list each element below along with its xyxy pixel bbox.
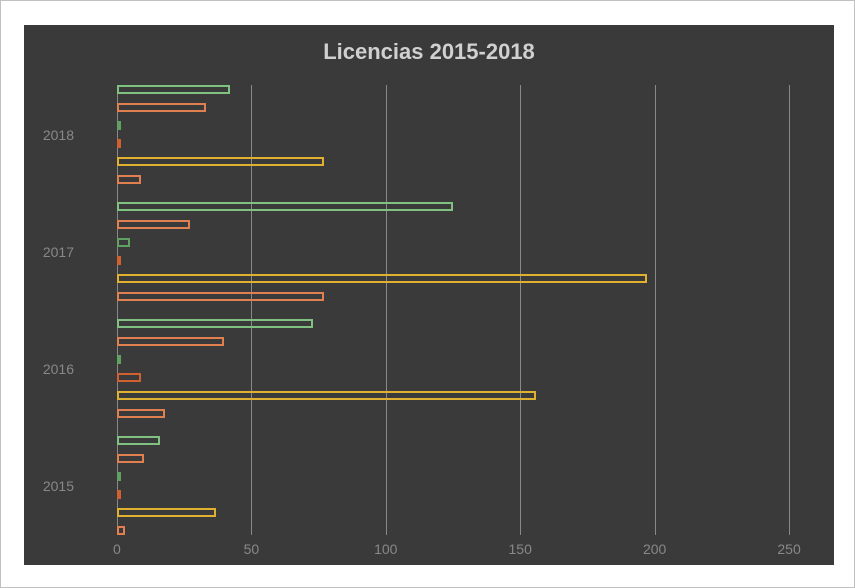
bar [117,85,230,94]
y-tick-label: 2017 [34,244,74,260]
chart-title: Licencias 2015-2018 [24,39,834,65]
bar [117,526,125,535]
plot-area: Licencias 2015-2018 0 50 100 150 200 250 2015 20… [24,25,834,565]
bar [117,472,121,481]
bar [117,409,165,418]
bar [117,337,225,346]
bar [117,121,121,130]
bar [117,436,160,445]
bar [117,139,121,148]
bar [117,373,141,382]
x-tick-label: 50 [244,541,260,557]
x-gridline [789,85,790,535]
bar [117,256,121,265]
y-tick-label: 2018 [34,127,74,143]
bar [117,220,190,229]
bar [117,292,324,301]
x-tick-label: 100 [374,541,397,557]
bar [117,355,121,364]
bar [117,157,324,166]
x-gridline [386,85,387,535]
x-gridline [251,85,252,535]
x-tick-label: 200 [643,541,666,557]
bar [117,274,647,283]
bar [117,103,206,112]
x-gridline [655,85,656,535]
x-tick-label: 150 [509,541,532,557]
x-gridline [117,85,118,535]
x-tick-label: 250 [777,541,800,557]
bar [117,238,130,247]
bar [117,202,453,211]
y-tick-label: 2016 [34,361,74,377]
bar [117,319,313,328]
bar [117,175,141,184]
bar [117,508,216,517]
x-tick-label: 0 [113,541,121,557]
y-tick-label: 2015 [34,478,74,494]
bar [117,490,121,499]
chart-container: Licencias 2015-2018 0 50 100 150 200 250 2015 20… [0,0,855,588]
x-gridline [520,85,521,535]
bar [117,454,144,463]
bar [117,391,536,400]
